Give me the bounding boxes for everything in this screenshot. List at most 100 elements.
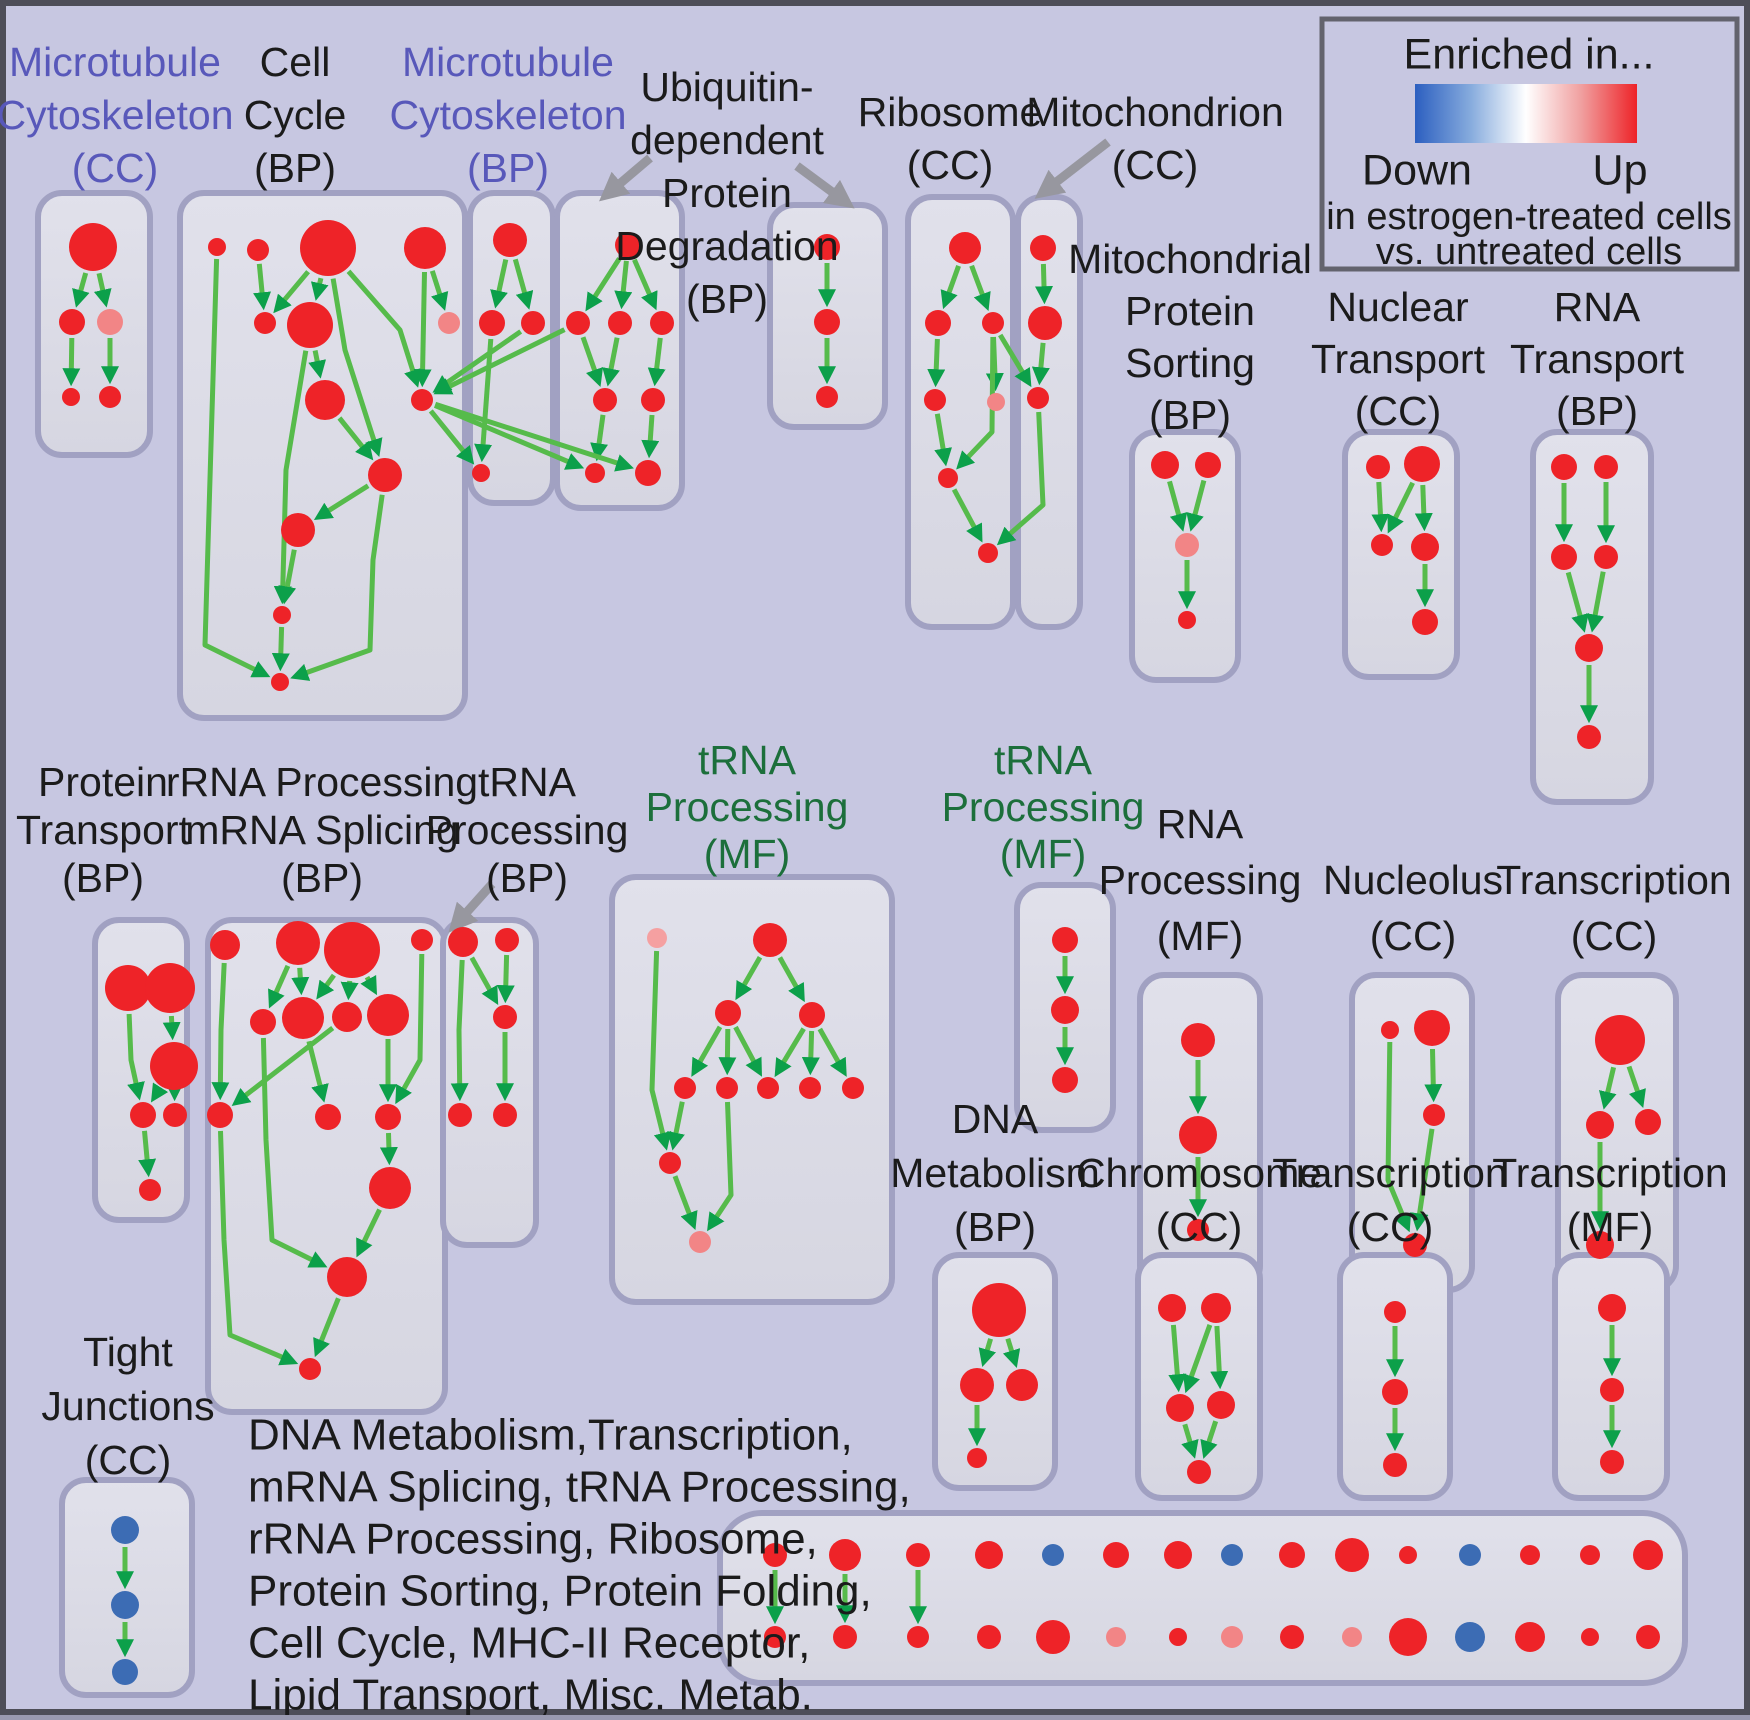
go-term-node [608,311,632,335]
go-edge [1371,481,1390,533]
tight-junctions-cc-label-line: Junctions [41,1383,214,1429]
go-term-node [814,234,840,260]
go-edge [1410,1128,1435,1232]
go-edge [150,1082,169,1103]
go-edge [313,483,370,520]
mitochondrial-protein-sorting-bp-label-line: Sorting [1125,340,1255,386]
go-edge [1035,263,1054,305]
go-edge [1387,481,1415,534]
go-term-node [615,232,641,258]
go-edge [72,272,90,308]
go-term-node [210,930,240,960]
go-edge [469,956,499,1005]
go-edge [273,270,311,314]
rna-processing-mf-label-line: RNA [1157,801,1244,847]
go-edge [413,271,432,388]
go-term-node [472,464,490,482]
go-edge [306,1040,329,1103]
go-term-node [1366,455,1390,479]
trna-processing-mf-large-label-line: tRNA [698,737,797,783]
go-term-node [938,468,958,488]
go-edge [641,414,660,459]
go-term-node [1381,1021,1399,1039]
go-term-node [1195,452,1221,478]
go-term-node [674,1077,696,1099]
ribosome-cc-label-line: (CC) [907,142,994,188]
go-edge [1181,1423,1199,1459]
go-edge [667,1101,685,1151]
annotation-line: Cell Cycle, MHC-II Receptor, [248,1619,810,1668]
ubiquitin-dependent-protein-degradation-bp-label-line: Degradation [615,223,838,269]
trna-processing-mf-small-label-line: Processing [942,784,1145,830]
go-edge [1002,1337,1021,1368]
go-term-node [271,673,289,691]
go-edge [231,1026,335,1107]
go-edge [934,413,952,467]
go-edge [379,1132,398,1166]
go-term-node [411,389,433,411]
go-term-node [1042,1544,1064,1566]
go-edge [126,1013,145,1101]
go-edge [1168,1324,1187,1393]
go-term-node [1052,1067,1078,1093]
go-term-node [1201,1293,1231,1323]
go-term-node [299,1358,321,1380]
legend-box [1319,16,1740,272]
go-term-node [493,1103,517,1127]
go-edge [450,959,469,1102]
go-term-node [1577,725,1601,749]
go-term-node [1164,1541,1192,1569]
trna-processing-mf-small-label-line: tRNA [994,737,1093,783]
microtubule-cytoskeleton-bp-label-line: (BP) [467,145,549,191]
go-term-node [1384,1301,1406,1323]
go-term-node [1169,1628,1187,1646]
go-term-node [163,1103,187,1127]
go-term-node [493,1005,517,1029]
label-pointer-arrow-3 [448,880,496,933]
nuclear-transport-cc-label-line: Transport [1311,336,1486,382]
go-term-node [247,239,269,261]
go-edge [474,338,494,463]
go-edge [940,265,961,310]
go-term-node [250,1009,276,1035]
go-term-node [1595,1015,1645,1065]
go-term-node [1403,1233,1427,1257]
legend-gradient-bar [1415,84,1637,143]
go-term-node [300,220,356,276]
rrna-processing-mrna-splicing-bp-label-line: (BP) [281,855,363,901]
go-term-node [972,1283,1026,1337]
microtubule-cytoskeleton-bp-label-line: Cytoskeleton [389,92,626,138]
go-edge [291,967,310,996]
go-edge [271,626,290,672]
annotation-line: Protein Sorting, Protein Folding, [248,1567,872,1616]
go-term-node [1036,1620,1070,1654]
go-term-node [282,997,324,1039]
go-edge [1031,342,1050,386]
go-term-node [438,312,460,334]
go-edge [590,414,608,462]
chromosome-cc-label-line: (CC) [1156,1204,1243,1250]
protein-transport-bp-label-line: Protein [38,759,168,805]
go-edge [733,1025,762,1077]
nuclear-transport-cc-box [1342,429,1460,680]
go-edge [330,278,383,458]
go-term-node [1586,1231,1614,1259]
go-edge [647,337,666,387]
go-term-node [764,1626,786,1648]
trna-processing-bp-label-line: Processing [426,807,629,853]
go-term-node [1207,1391,1235,1419]
go-term-node [327,1257,367,1297]
go-term-node [907,1626,929,1648]
go-term-node [411,929,433,951]
go-term-node [111,1516,139,1544]
go-term-node [1175,533,1199,557]
go-edge [428,409,475,465]
go-edge [801,1030,820,1076]
go-edge [268,964,291,1009]
go-term-node [111,1591,139,1619]
misc-terms-box [717,1510,1688,1686]
go-term-node [105,965,151,1011]
go-term-node [495,928,519,952]
